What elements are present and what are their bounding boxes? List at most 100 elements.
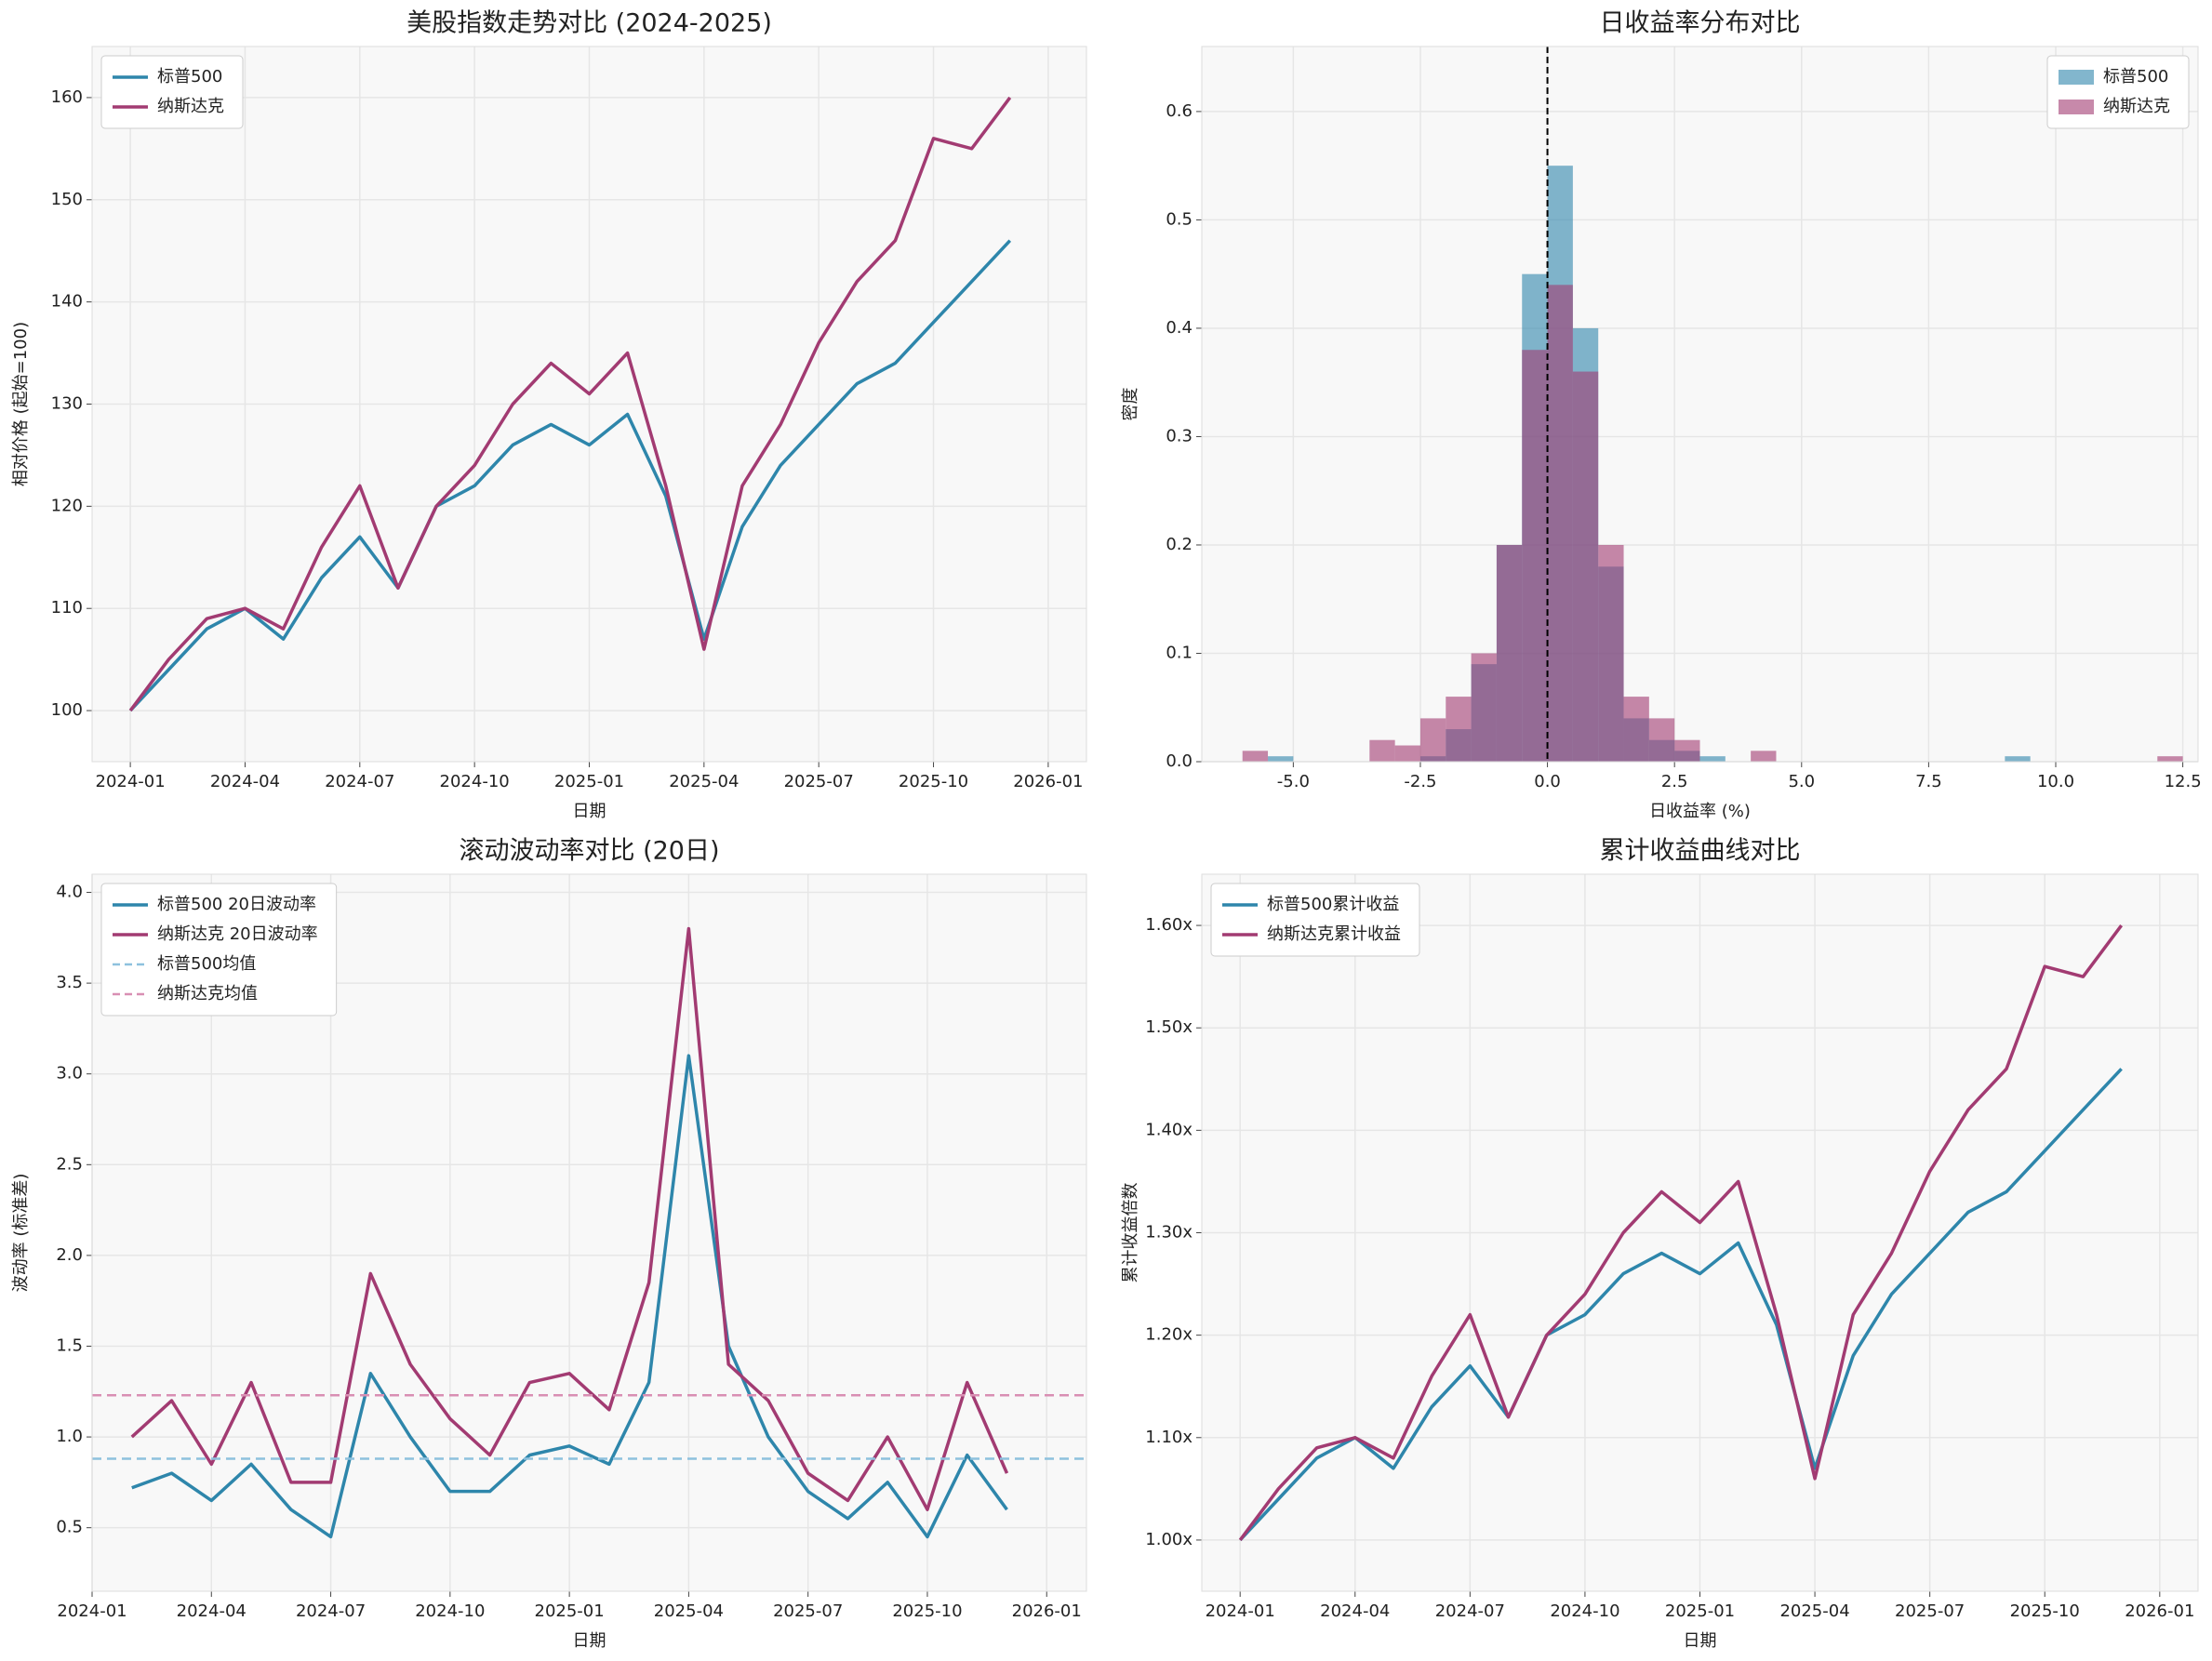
y-tick-label: 2.0 xyxy=(56,1245,83,1265)
y-tick-label: 0.4 xyxy=(1166,318,1193,338)
chart-title: 日收益率分布对比 xyxy=(1600,9,1801,38)
y-tick-label: 100 xyxy=(51,700,83,720)
legend-label: 纳斯达克 xyxy=(157,97,224,116)
plot-frame xyxy=(1201,46,2199,763)
y-axis-label: 波动率 (标准差) xyxy=(11,1174,31,1293)
y-tick-label: 1.0 xyxy=(56,1427,83,1446)
x-tick-label: 2026-01 xyxy=(1012,1601,1082,1621)
y-tick-label: 1.60x xyxy=(1145,915,1193,935)
hist-bar xyxy=(1623,697,1649,762)
x-tick-label: 2024-01 xyxy=(96,772,166,791)
x-axis-label: 日期 xyxy=(1684,1631,1717,1651)
legend-swatch xyxy=(2059,100,2094,114)
x-tick-label: 2024-01 xyxy=(1206,1601,1275,1621)
plot-frame xyxy=(1201,873,2199,1592)
legend-box xyxy=(100,55,244,129)
x-tick-label: 2026-01 xyxy=(2125,1601,2194,1621)
hist-bar xyxy=(1394,745,1420,762)
chart-title: 累计收益曲线对比 xyxy=(1600,837,1801,866)
y-tick-label: 130 xyxy=(51,394,83,414)
y-tick-label: 1.00x xyxy=(1145,1530,1193,1549)
x-tick-label: 2025-10 xyxy=(892,1601,962,1621)
x-tick-label: 2024-04 xyxy=(210,772,280,791)
y-tick-label: 160 xyxy=(51,87,83,107)
x-tick-label: 2025-04 xyxy=(669,772,739,791)
x-tick-label: 2025-07 xyxy=(784,772,854,791)
plot-frame xyxy=(91,46,1087,763)
y-tick-label: 0.5 xyxy=(1166,209,1193,229)
y-tick-label: 1.10x xyxy=(1145,1428,1193,1447)
legend-label: 标普500 xyxy=(157,67,222,86)
legend: 标普500 纳斯达克 xyxy=(2046,55,2190,129)
line-series xyxy=(128,96,1012,712)
legend-label: 标普500均值 xyxy=(157,954,256,974)
hist-bar xyxy=(1598,544,1624,762)
hist-bar xyxy=(1268,756,1294,762)
chart-title: 滚动波动率对比 (20日) xyxy=(459,837,719,866)
x-tick-label: 5.0 xyxy=(1788,772,1815,791)
y-tick-label: 0.1 xyxy=(1166,643,1193,662)
y-axis-label: 相对价格 (起始=100) xyxy=(11,322,31,486)
x-tick-label: 2024-10 xyxy=(1550,1601,1619,1621)
x-tick-label: 12.5 xyxy=(2165,772,2202,791)
x-tick-label: 2025-04 xyxy=(1779,1601,1849,1621)
legend-label: 标普500 20日波动率 xyxy=(157,895,316,914)
legend-label: 标普500累计收益 xyxy=(1267,895,1399,914)
hist-bar xyxy=(1471,653,1497,762)
y-tick-label: 0.5 xyxy=(56,1518,83,1537)
hist-bar xyxy=(1419,718,1446,762)
hist-bar xyxy=(1242,751,1269,762)
y-tick-label: 1.20x xyxy=(1145,1325,1193,1345)
legend-label: 纳斯达克累计收益 xyxy=(1267,924,1401,944)
x-tick-label: 2024-10 xyxy=(415,1601,485,1621)
y-tick-label: 1.30x xyxy=(1145,1223,1193,1242)
x-tick-label: 2025-07 xyxy=(1895,1601,1965,1621)
hist-bar xyxy=(1547,285,1573,762)
line-series xyxy=(130,926,1009,1511)
y-tick-label: 3.0 xyxy=(56,1064,83,1083)
x-tick-label: 2024-07 xyxy=(325,772,394,791)
line-series xyxy=(1238,924,2124,1541)
x-tick-label: 2024-04 xyxy=(177,1601,247,1621)
line-series xyxy=(128,239,1012,712)
hist-bar xyxy=(1369,739,1395,762)
x-tick-label: 2025-04 xyxy=(654,1601,724,1621)
hist-bar xyxy=(2157,756,2183,762)
x-tick-label: 2.5 xyxy=(1661,772,1688,791)
x-tick-label: 2025-01 xyxy=(1665,1601,1735,1621)
y-tick-label: 110 xyxy=(51,598,83,618)
x-tick-label: 2024-07 xyxy=(296,1601,366,1621)
x-tick-label: 2025-10 xyxy=(2010,1601,2080,1621)
legend-label: 标普500 xyxy=(2103,67,2168,86)
legend-box xyxy=(1210,883,1420,957)
hist-bar xyxy=(1648,718,1675,762)
x-tick-label: 2026-01 xyxy=(1013,772,1083,791)
x-axis-label: 日期 xyxy=(573,1631,606,1651)
y-tick-label: 1.5 xyxy=(56,1335,83,1355)
legend: 标普500 纳斯达克 xyxy=(100,55,244,129)
y-axis-label: 密度 xyxy=(1121,388,1140,421)
line-series xyxy=(1238,1068,2123,1542)
y-tick-label: 0.2 xyxy=(1166,535,1193,554)
hist-bar xyxy=(1496,544,1523,762)
hist-bar xyxy=(1522,350,1548,762)
x-tick-label: 2024-01 xyxy=(57,1601,127,1621)
x-tick-label: 0.0 xyxy=(1534,772,1561,791)
plot-area xyxy=(1202,47,2198,762)
y-tick-label: 0.0 xyxy=(1166,751,1193,771)
hist-bar xyxy=(1446,697,1472,762)
x-axis-label: 日收益率 (%) xyxy=(1649,802,1751,821)
hist-bar xyxy=(1751,751,1777,762)
x-axis-label: 日期 xyxy=(573,802,606,821)
x-tick-label: 2024-07 xyxy=(1435,1601,1505,1621)
legend-label: 纳斯达克 20日波动率 xyxy=(157,924,318,944)
plot-frame xyxy=(91,873,1087,1592)
chart-title: 美股指数走势对比 (2024-2025) xyxy=(406,9,772,38)
x-tick-label: 2025-01 xyxy=(535,1601,605,1621)
x-tick-label: 7.5 xyxy=(1915,772,1942,791)
legend-label: 纳斯达克 xyxy=(2103,97,2170,116)
y-tick-label: 0.6 xyxy=(1166,101,1193,121)
x-tick-label: 2025-10 xyxy=(899,772,968,791)
hist-bar xyxy=(1674,739,1700,762)
y-tick-label: 1.50x xyxy=(1145,1017,1193,1037)
